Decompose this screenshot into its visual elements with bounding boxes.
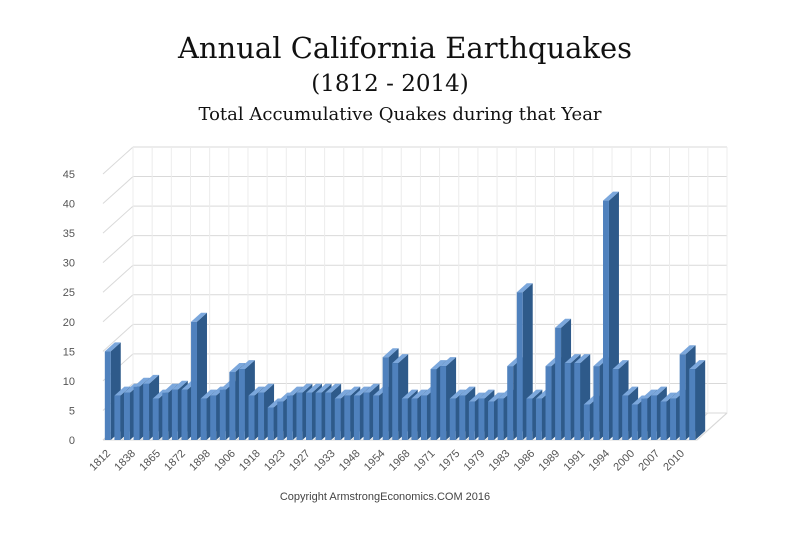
x-tick-label: 2000 [611, 448, 637, 474]
x-axis-ticks: 1812 1838 1865 1872 1898 1906 1918 1923 1927 1933… [87, 448, 687, 474]
x-tick-label: 1906 [212, 448, 238, 474]
y-tick-label: 5 [69, 405, 75, 417]
x-tick-label: 1838 [112, 448, 138, 474]
y-tick-label: 15 [63, 346, 75, 358]
x-tick-label: 1994 [586, 448, 612, 474]
y-tick-label: 45 [63, 169, 75, 181]
x-tick-label: 1983 [487, 448, 513, 474]
y-tick-label: 10 [63, 376, 75, 388]
y-tick-label: 0 [69, 435, 75, 447]
chart-bars [104, 191, 706, 440]
x-tick-label: 1968 [387, 448, 413, 474]
chart-subtitle-2: Total Accumulative Quakes during that Ye… [198, 104, 601, 125]
x-tick-label: 1865 [137, 448, 163, 474]
chart-title: Annual California Earthquakes [177, 31, 632, 65]
x-tick-label: 1975 [437, 448, 463, 474]
x-tick-label: 1991 [561, 448, 587, 474]
chart-subtitle: (1812 - 2014) [311, 71, 468, 97]
x-tick-label: 1927 [287, 448, 313, 474]
x-tick-label: 1954 [362, 448, 388, 474]
y-tick-label: 40 [63, 199, 75, 211]
y-tick-label: 25 [63, 287, 75, 299]
y-tick-label: 20 [63, 317, 75, 329]
y-axis-ticks: 0 5 10 15 20 25 30 35 40 45 [63, 169, 75, 447]
x-tick-label: 2007 [636, 448, 662, 474]
x-tick-label: 1918 [237, 448, 263, 474]
x-tick-label: 1986 [512, 448, 538, 474]
y-tick-label: 30 [63, 258, 75, 270]
x-tick-label: 1989 [537, 448, 563, 474]
x-tick-label: 1979 [462, 448, 488, 474]
x-tick-label: 1948 [337, 448, 363, 474]
x-tick-label: 1898 [187, 448, 213, 474]
x-tick-label: 2010 [661, 448, 687, 474]
bar [689, 360, 706, 440]
x-tick-label: 1971 [412, 448, 438, 474]
y-tick-label: 35 [63, 228, 75, 240]
x-tick-label: 1933 [312, 448, 338, 474]
x-tick-label: 1812 [87, 448, 113, 474]
copyright-text: Copyright ArmstrongEconomics.COM 2016 [280, 491, 490, 503]
x-tick-label: 1872 [162, 448, 188, 474]
x-tick-label: 1923 [262, 448, 288, 474]
